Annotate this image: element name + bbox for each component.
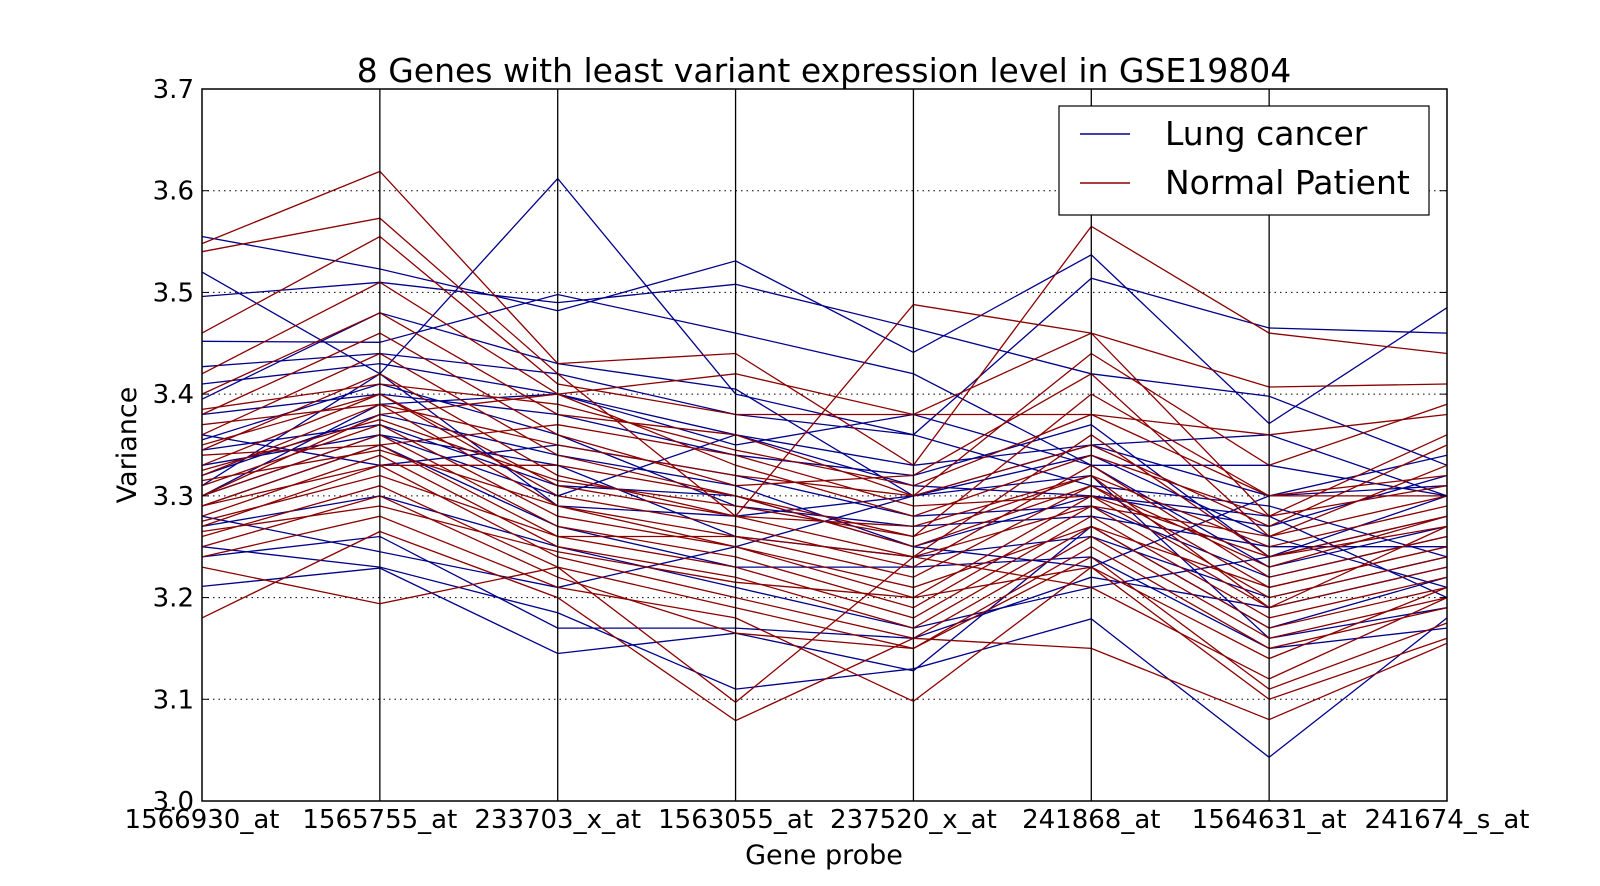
series-line-39: [201, 515, 1448, 703]
series-line-20: [201, 362, 1448, 568]
series-line-49: [201, 418, 1448, 609]
x-tick-label: 241868_at: [1022, 805, 1160, 835]
series-line-31: [201, 403, 1448, 589]
y-tick-label: 3.0: [153, 787, 194, 817]
legend-box: [1058, 105, 1430, 216]
series-line-2: [201, 281, 1448, 466]
series-line-47: [201, 474, 1448, 558]
x-axis-label: Gene probe: [745, 840, 903, 871]
series-line-37: [201, 485, 1448, 650]
series-line-35: [201, 454, 1448, 629]
x-tick-label: 237520_x_at: [830, 805, 997, 835]
legend-label-normal-patient: Normal Patient: [1165, 163, 1410, 202]
series-line-36: [201, 464, 1448, 639]
series-line-12: [201, 495, 1448, 629]
x-tick-label: 1564631_at: [1192, 805, 1347, 835]
series-line-34: [201, 444, 1448, 619]
series-line-5: [201, 312, 1448, 589]
series-line-23: [201, 217, 1448, 518]
chart-title: 8 Genes with least variant expression le…: [357, 51, 1292, 90]
y-tick-label: 3.4: [153, 380, 194, 410]
series-line-50: [201, 383, 1448, 497]
y-tick-label: 3.5: [153, 278, 194, 308]
x-tick-label: 1566930_at: [125, 805, 280, 835]
series-line-3: [201, 293, 1448, 497]
y-tick-label: 3.6: [153, 177, 194, 207]
series-line-16: [201, 393, 1448, 497]
y-tick-label: 3.7: [153, 75, 194, 105]
series-line-40: [201, 530, 1448, 722]
series-line-41: [201, 556, 1448, 704]
x-tick-label: 241674_s_at: [1365, 805, 1530, 835]
series-line-44: [201, 424, 1448, 558]
y-ticks: 3.0 3.1 3.2 3.3 3.4 3.5 3.6 3.7: [153, 75, 1447, 817]
series-line-29: [201, 373, 1448, 558]
y-tick-label: 3.1: [153, 685, 194, 715]
x-tick-label: 233703_x_at: [474, 805, 641, 835]
series-line-32: [201, 423, 1448, 599]
y-tick-label: 3.2: [153, 584, 194, 614]
series-line-4: [201, 352, 1448, 558]
series-line-14: [201, 535, 1448, 639]
y-axis-label: Variance: [112, 387, 143, 504]
plot-frame: [201, 88, 1448, 802]
x-tick-label: 1563055_at: [658, 805, 813, 835]
series-line-26: [201, 312, 1448, 497]
x-ticks: 1566930_at 1565755_at 233703_x_at 1563055_a…: [125, 805, 1530, 835]
series-lines: [201, 89, 1448, 801]
series-line-48: [201, 449, 1448, 589]
series-line-51: [201, 505, 1448, 660]
y-tick-label: 3.3: [153, 482, 194, 512]
x-tick-label: 1565755_at: [302, 805, 457, 835]
series-line-28: [201, 352, 1447, 538]
series-line-46: [201, 403, 1448, 528]
series-line-38: [201, 495, 1448, 690]
legend-label-lung-cancer: Lung cancer: [1165, 114, 1368, 153]
series-line-25: [201, 281, 1448, 517]
series-line-33: [201, 434, 1448, 609]
series-line-7: [201, 434, 1448, 578]
series-line-24: [201, 235, 1448, 436]
legend: Lung cancer Normal Patient: [1058, 105, 1430, 216]
